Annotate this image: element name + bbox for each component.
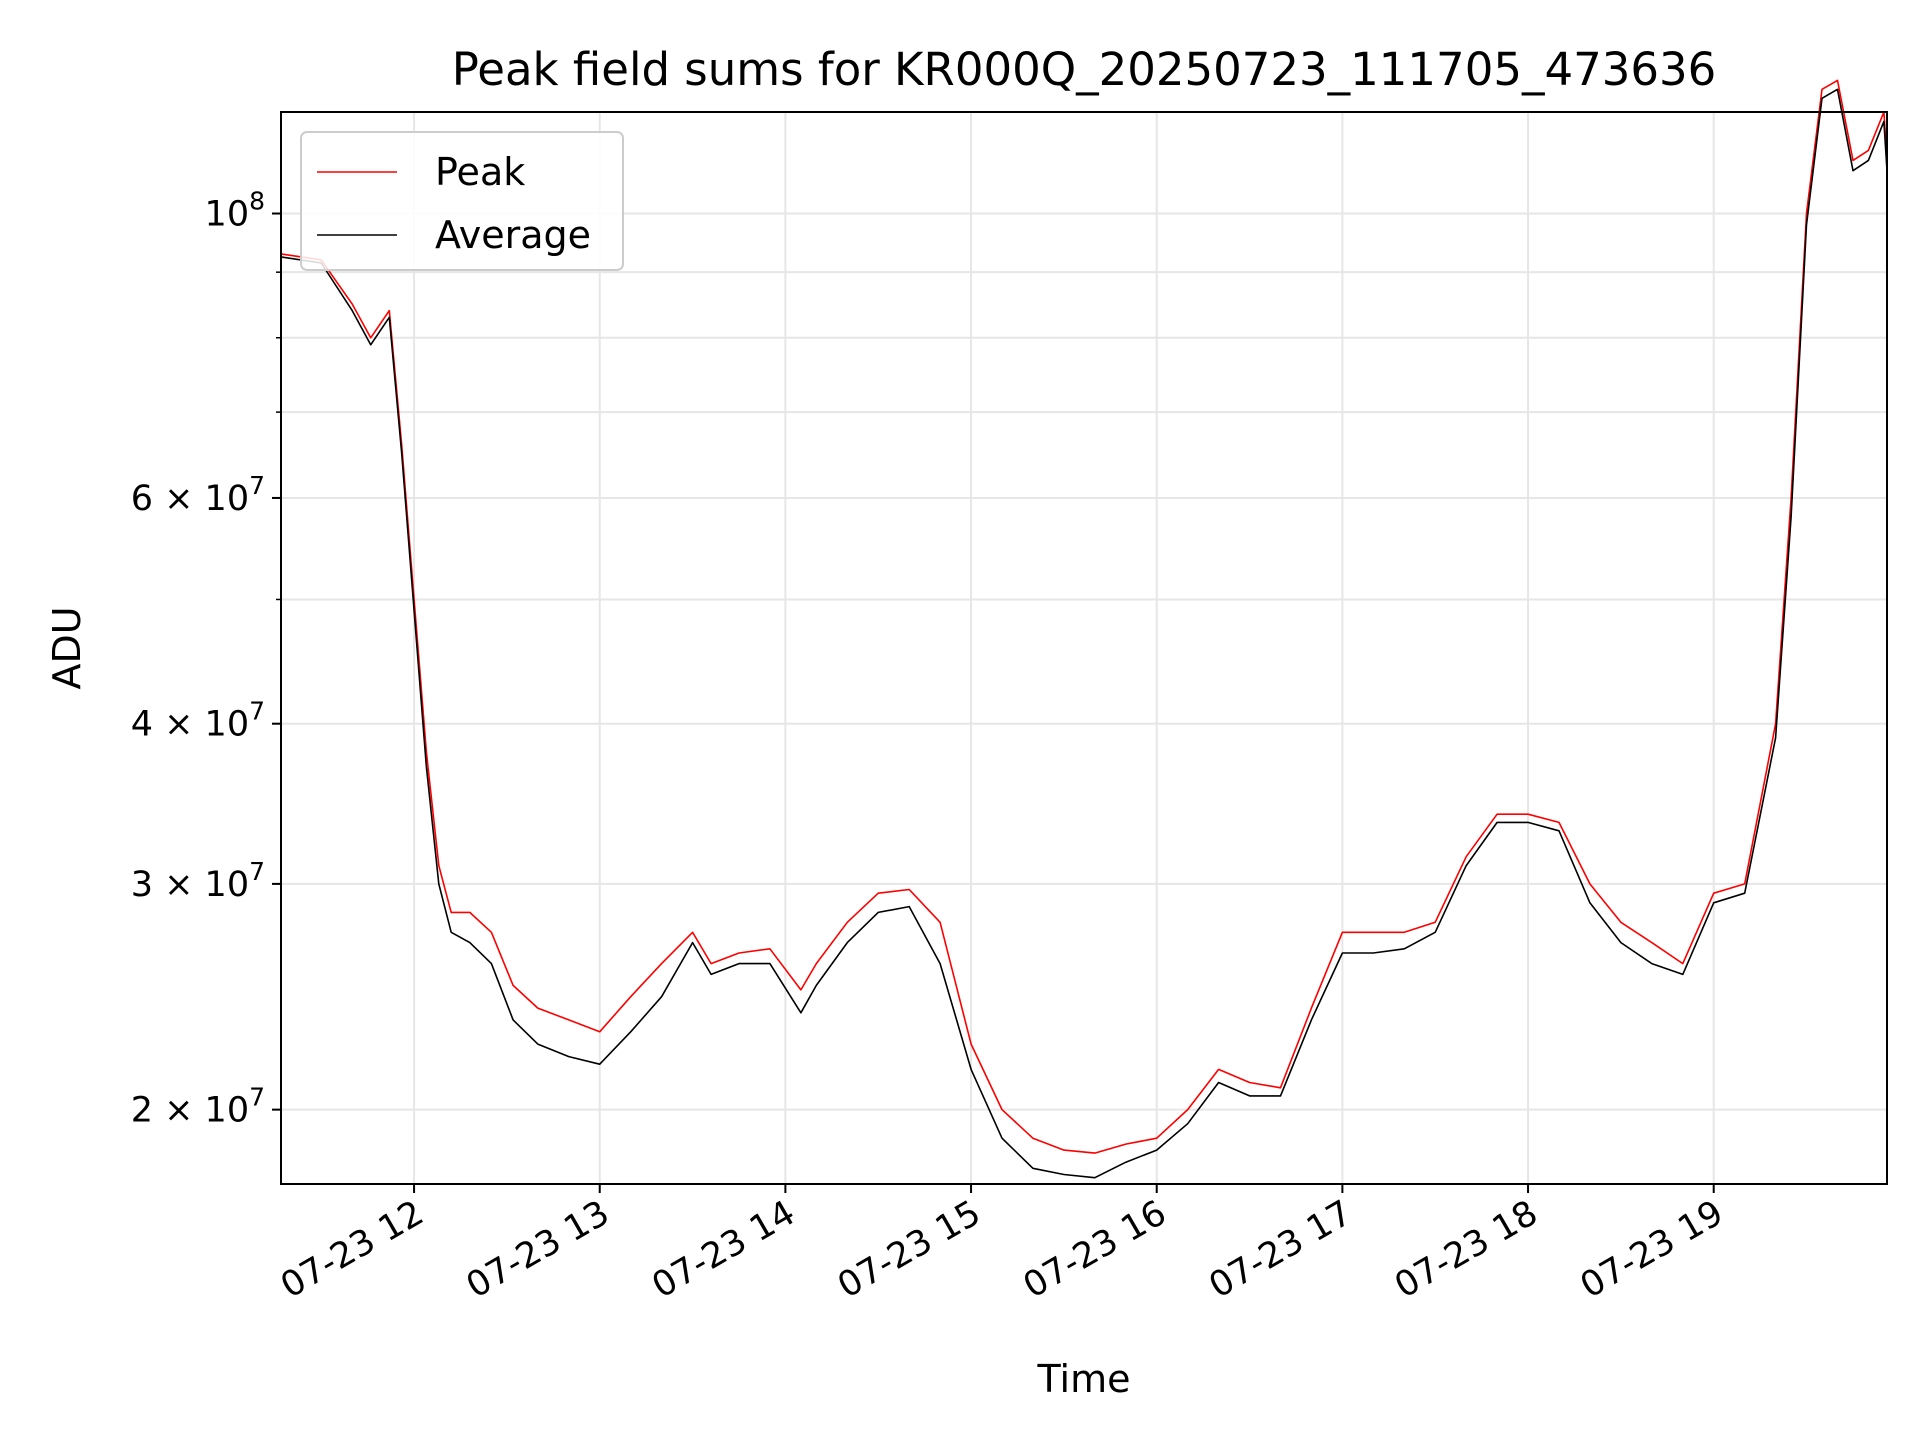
y-tick-label: 4 × 107 <box>131 697 265 745</box>
y-tick-label: 2 × 107 <box>131 1083 265 1131</box>
series-lines <box>280 79 1888 1179</box>
y-tick-label-exponent: 7 <box>249 697 265 726</box>
series-line-average <box>280 88 1888 1179</box>
y-tick-label-exponent: 7 <box>249 857 265 886</box>
x-axis-label: Time <box>1037 1357 1131 1401</box>
y-tick-label-base: 3 × 10 <box>131 865 249 905</box>
legend-label-average: Average <box>435 213 591 257</box>
y-tick-label: 6 × 107 <box>131 471 265 519</box>
y-tick-label-exponent: 7 <box>249 1083 265 1112</box>
series-line-peak <box>280 79 1888 1154</box>
y-axis-label: ADU <box>45 606 89 689</box>
y-tick-label-exponent: 7 <box>249 471 265 500</box>
legend-label-peak: Peak <box>435 150 525 194</box>
y-tick-label: 108 <box>205 187 265 235</box>
y-tick-label: 3 × 107 <box>131 857 265 905</box>
chart-title: Peak field sums for KR000Q_20250723_1117… <box>452 43 1716 96</box>
plot-frame <box>280 111 1888 1185</box>
y-tick-label-base: 10 <box>205 195 250 235</box>
y-tick-label-base: 4 × 10 <box>131 705 249 745</box>
y-tick-label-exponent: 8 <box>249 187 265 216</box>
y-tick-label-base: 6 × 10 <box>131 479 249 519</box>
y-tick-label-base: 2 × 10 <box>131 1091 249 1131</box>
legend: Peak Average <box>300 131 624 271</box>
